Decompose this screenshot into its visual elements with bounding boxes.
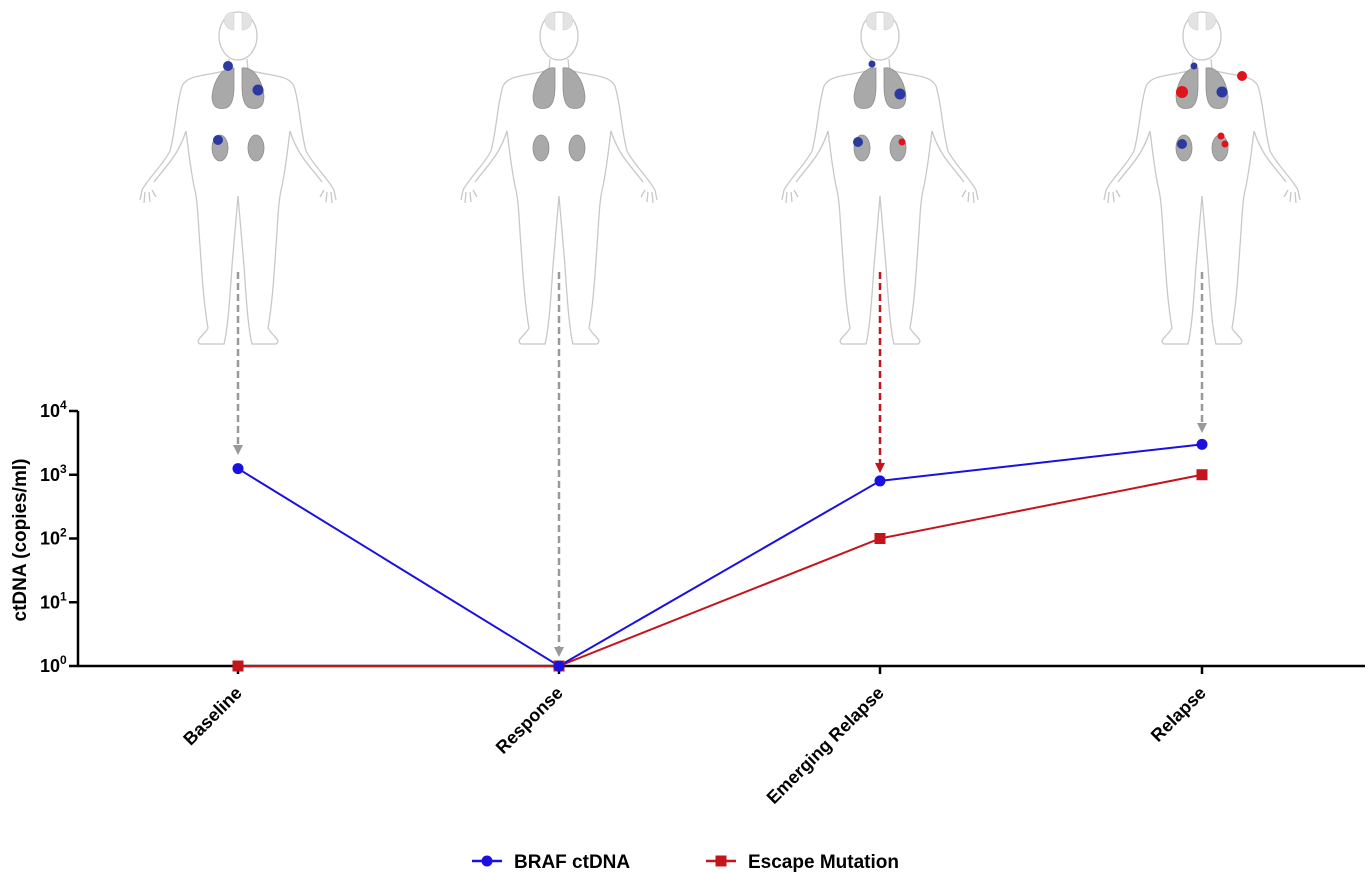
- legend: BRAF ctDNA Escape Mutation: [472, 852, 899, 873]
- y-tick-base: 10: [40, 592, 60, 612]
- y-tick-label: 102: [40, 526, 67, 549]
- y-tick-base: 10: [40, 465, 60, 485]
- x-ticks: Baseline Response Emerging Relapse Relapse: [179, 666, 1210, 808]
- braf-lesion: [213, 135, 223, 145]
- braf-ctdna-point: [232, 463, 244, 475]
- escape-mutation-point: [232, 660, 244, 672]
- y-tick-base: 10: [40, 401, 60, 421]
- legend-circle-marker: [481, 855, 493, 867]
- y-tick-exponent: 3: [60, 462, 67, 476]
- series-line: [238, 473, 1203, 667]
- braf-ctdna-point: [1196, 438, 1208, 450]
- y-tick-base: 10: [40, 529, 60, 549]
- x-tick-label: Relapse: [1147, 683, 1210, 746]
- series-line: [237, 443, 1203, 668]
- escape-mutation-point: [1196, 469, 1208, 481]
- escape-lesion: [1176, 86, 1188, 98]
- x-tick-label: Baseline: [179, 683, 246, 750]
- braf-lesion: [1190, 62, 1198, 70]
- y-tick-exponent: 2: [60, 526, 67, 540]
- braf-lesion: [1177, 139, 1187, 149]
- braf-lesion: [223, 61, 233, 71]
- x-tick-label: Emerging Relapse: [763, 683, 888, 808]
- braf-lesion: [868, 60, 876, 68]
- x-tick-label: Response: [492, 683, 567, 758]
- timepoint-arrows: [233, 272, 1207, 657]
- escape-lesion: [1221, 140, 1229, 148]
- escape-lesion: [1217, 132, 1225, 140]
- braf-lesion: [853, 137, 863, 147]
- human-body-icon: [1103, 11, 1301, 345]
- y-tick-exponent: 1: [60, 589, 67, 603]
- body-figures: [139, 11, 1301, 345]
- human-body-icon: [781, 11, 979, 345]
- legend-label: Escape Mutation: [748, 852, 899, 873]
- y-tick-base: 10: [40, 656, 60, 676]
- escape-lesion: [898, 138, 906, 146]
- y-tick-label: 104: [40, 398, 67, 421]
- y-tick-exponent: 4: [60, 398, 67, 412]
- y-tick-label: 101: [40, 589, 67, 612]
- braf-lesion: [894, 88, 906, 100]
- y-tick-label: 103: [40, 462, 67, 485]
- legend-item: BRAF ctDNA: [472, 852, 630, 873]
- braf-ctdna-point: [874, 475, 886, 487]
- legend-label: BRAF ctDNA: [514, 852, 630, 873]
- y-tick-label: 100: [40, 653, 67, 676]
- braf-ctdna-point: [553, 660, 565, 672]
- legend-item: Escape Mutation: [706, 852, 899, 873]
- braf-lesion: [1216, 86, 1228, 98]
- y-axis-label: ctDNA (copies/ml): [10, 459, 31, 622]
- escape-mutation-point: [874, 533, 886, 544]
- legend-square-marker: [715, 855, 727, 867]
- y-tick-exponent: 0: [60, 653, 67, 667]
- human-body-icon: [139, 11, 337, 345]
- series: [232, 438, 1208, 672]
- escape-lesion: [1237, 71, 1247, 81]
- braf-lesion: [252, 84, 264, 96]
